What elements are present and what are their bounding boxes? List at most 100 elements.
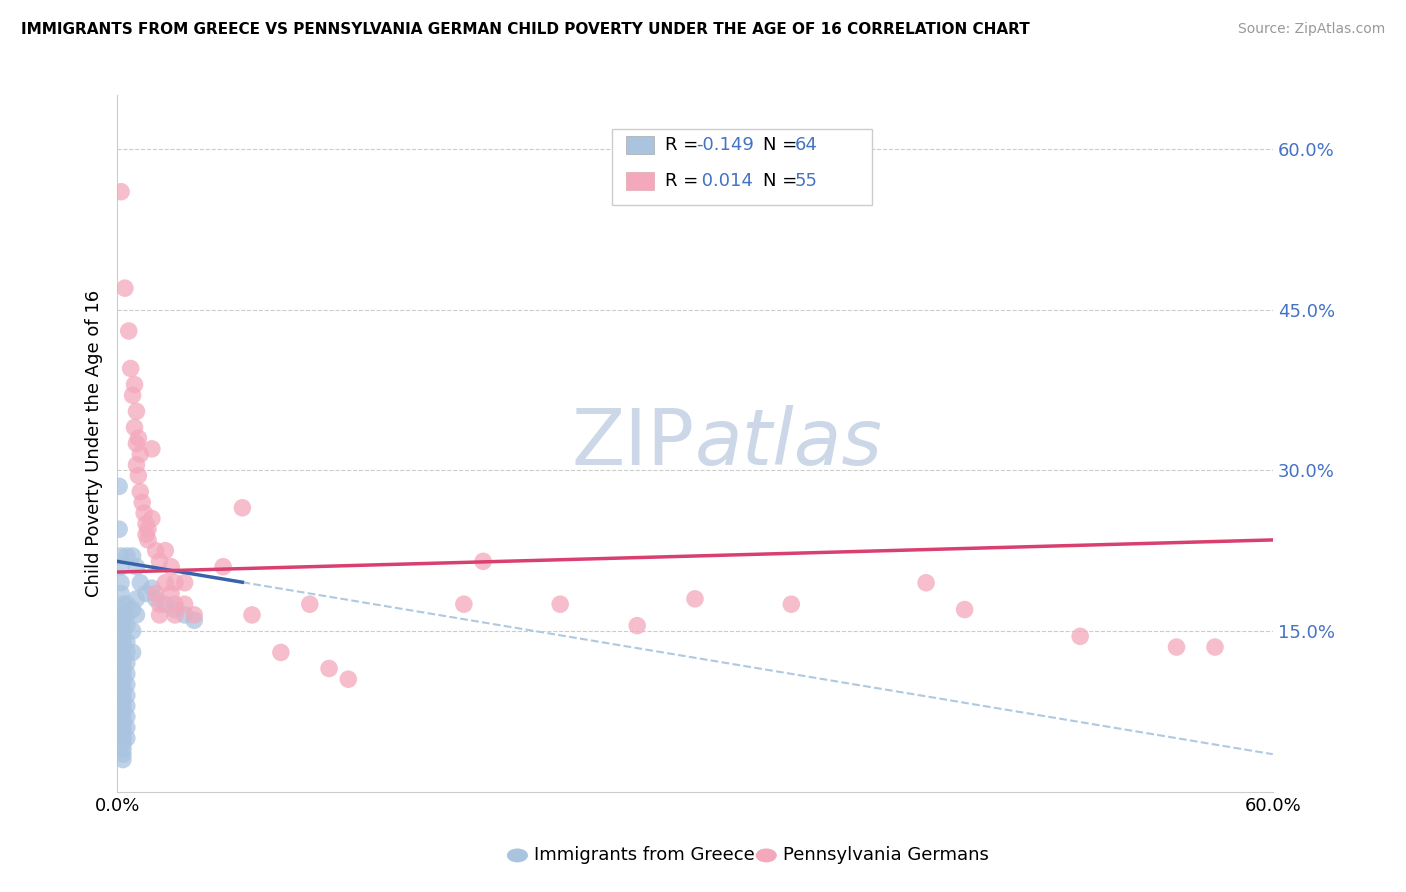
- Point: [111, 597, 134, 611]
- Point: [270, 645, 292, 659]
- Point: [121, 645, 143, 659]
- Point: [111, 618, 134, 632]
- Point: [115, 720, 138, 734]
- Point: [683, 591, 706, 606]
- Point: [135, 527, 157, 541]
- Point: [111, 677, 134, 691]
- Point: [548, 597, 571, 611]
- Point: [626, 618, 648, 632]
- Point: [145, 591, 167, 606]
- Point: [160, 586, 183, 600]
- Point: [111, 714, 134, 729]
- Point: [111, 720, 134, 734]
- Point: [111, 693, 134, 707]
- Point: [136, 533, 159, 547]
- Point: [118, 324, 141, 338]
- Point: [135, 516, 157, 531]
- Point: [1069, 629, 1091, 643]
- Point: [110, 559, 132, 574]
- Text: -0.149: -0.149: [696, 136, 754, 154]
- Point: [145, 543, 167, 558]
- Point: [125, 607, 148, 622]
- Point: [1204, 640, 1226, 654]
- Point: [114, 281, 136, 295]
- Point: [129, 575, 152, 590]
- Text: N =: N =: [763, 172, 803, 190]
- Text: Pennsylvania Germans: Pennsylvania Germans: [783, 847, 988, 864]
- Point: [127, 468, 149, 483]
- Text: 64: 64: [794, 136, 817, 154]
- Point: [110, 586, 132, 600]
- Point: [115, 645, 138, 659]
- Point: [111, 645, 134, 659]
- Point: [115, 666, 138, 681]
- Point: [173, 575, 195, 590]
- Point: [163, 575, 186, 590]
- Point: [121, 388, 143, 402]
- Point: [148, 597, 170, 611]
- Point: [155, 543, 177, 558]
- Point: [135, 586, 157, 600]
- Point: [145, 586, 167, 600]
- Point: [155, 575, 177, 590]
- Point: [111, 731, 134, 745]
- Point: [780, 597, 803, 611]
- Point: [108, 522, 131, 536]
- Point: [121, 549, 143, 563]
- Point: [183, 613, 205, 627]
- Text: Immigrants from Greece: Immigrants from Greece: [534, 847, 755, 864]
- Point: [173, 607, 195, 622]
- Point: [111, 629, 134, 643]
- Point: [453, 597, 475, 611]
- Point: [110, 575, 132, 590]
- Point: [115, 677, 138, 691]
- Point: [915, 575, 938, 590]
- Point: [111, 640, 134, 654]
- Point: [472, 554, 495, 568]
- Point: [125, 591, 148, 606]
- Point: [111, 704, 134, 718]
- Text: ZIP: ZIP: [572, 406, 695, 482]
- Point: [134, 506, 156, 520]
- Point: [111, 709, 134, 723]
- Point: [127, 431, 149, 445]
- Point: [129, 484, 152, 499]
- Point: [121, 624, 143, 638]
- Point: [111, 666, 134, 681]
- Point: [129, 447, 152, 461]
- Point: [115, 549, 138, 563]
- Point: [148, 554, 170, 568]
- Point: [111, 613, 134, 627]
- Point: [111, 602, 134, 616]
- Point: [111, 634, 134, 648]
- Point: [163, 602, 186, 616]
- Point: [115, 597, 138, 611]
- Point: [111, 688, 134, 702]
- Text: N =: N =: [763, 136, 803, 154]
- Point: [121, 602, 143, 616]
- Point: [124, 377, 146, 392]
- Point: [111, 661, 134, 675]
- Text: R =: R =: [665, 172, 704, 190]
- Point: [111, 672, 134, 686]
- Point: [108, 479, 131, 493]
- Point: [111, 698, 134, 713]
- Point: [163, 607, 186, 622]
- Point: [111, 607, 134, 622]
- Point: [111, 725, 134, 739]
- Point: [163, 597, 186, 611]
- Point: [115, 709, 138, 723]
- Point: [115, 731, 138, 745]
- Point: [173, 597, 195, 611]
- Point: [115, 698, 138, 713]
- Text: Source: ZipAtlas.com: Source: ZipAtlas.com: [1237, 22, 1385, 37]
- Text: R =: R =: [665, 136, 704, 154]
- Point: [111, 742, 134, 756]
- Point: [212, 559, 235, 574]
- Point: [231, 500, 253, 515]
- Point: [125, 404, 148, 418]
- Point: [115, 656, 138, 670]
- Text: atlas: atlas: [695, 406, 883, 482]
- Point: [318, 661, 340, 675]
- Point: [115, 607, 138, 622]
